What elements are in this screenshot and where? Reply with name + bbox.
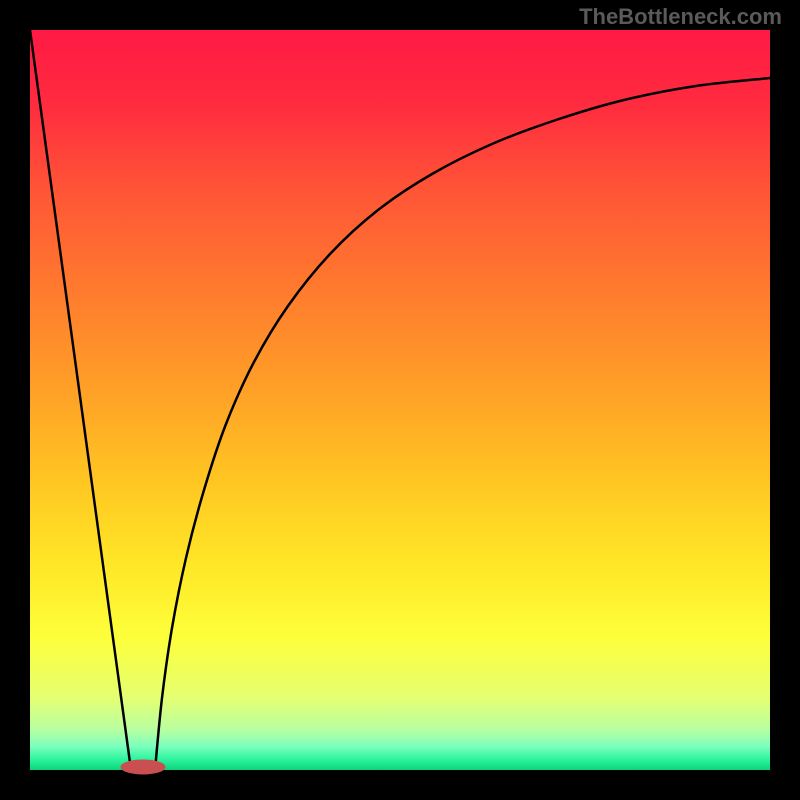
- plot-background: [30, 30, 770, 770]
- chart-container: TheBottleneck.com: [0, 0, 800, 800]
- sweet-spot-marker: [121, 760, 165, 774]
- bottleneck-chart: [0, 0, 800, 800]
- watermark-text: TheBottleneck.com: [579, 4, 782, 30]
